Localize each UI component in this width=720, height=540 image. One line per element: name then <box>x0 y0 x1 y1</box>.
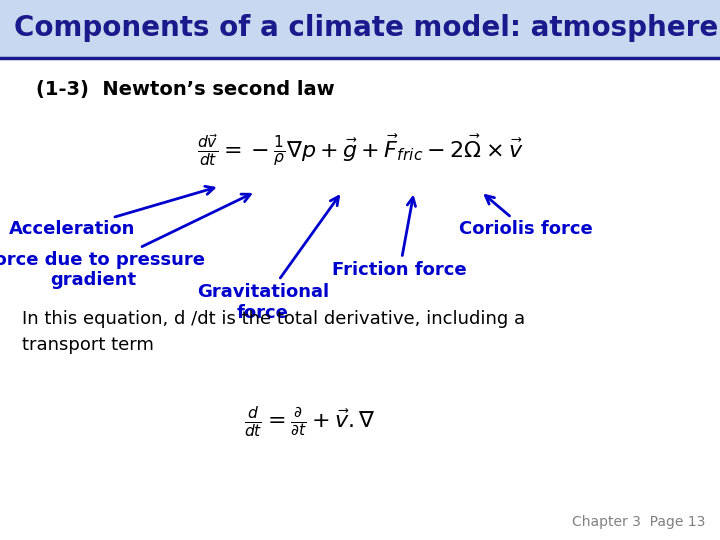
Text: Friction force: Friction force <box>333 198 467 279</box>
Text: $\frac{d\vec{v}}{dt} = -\frac{1}{\rho}\nabla p + \vec{g} + \vec{F}_{fric} - 2\ve: $\frac{d\vec{v}}{dt} = -\frac{1}{\rho}\n… <box>197 133 523 170</box>
Text: (1-3)  Newton’s second law: (1-3) Newton’s second law <box>36 79 335 99</box>
Text: Gravitational
force: Gravitational force <box>197 197 338 322</box>
Text: Force due to pressure
gradient: Force due to pressure gradient <box>0 194 251 289</box>
FancyBboxPatch shape <box>0 0 720 57</box>
Text: Components of a climate model: atmosphere: Components of a climate model: atmospher… <box>14 14 719 42</box>
Text: Chapter 3  Page 13: Chapter 3 Page 13 <box>572 515 706 529</box>
Text: Acceleration: Acceleration <box>9 186 214 239</box>
Text: Coriolis force: Coriolis force <box>459 195 593 239</box>
Text: $\frac{d}{dt} = \frac{\partial}{\partial t} + \vec{v}.\nabla$: $\frac{d}{dt} = \frac{\partial}{\partial… <box>243 404 376 438</box>
Text: In this equation, d /dt is the total derivative, including a
transport term: In this equation, d /dt is the total der… <box>22 310 525 354</box>
